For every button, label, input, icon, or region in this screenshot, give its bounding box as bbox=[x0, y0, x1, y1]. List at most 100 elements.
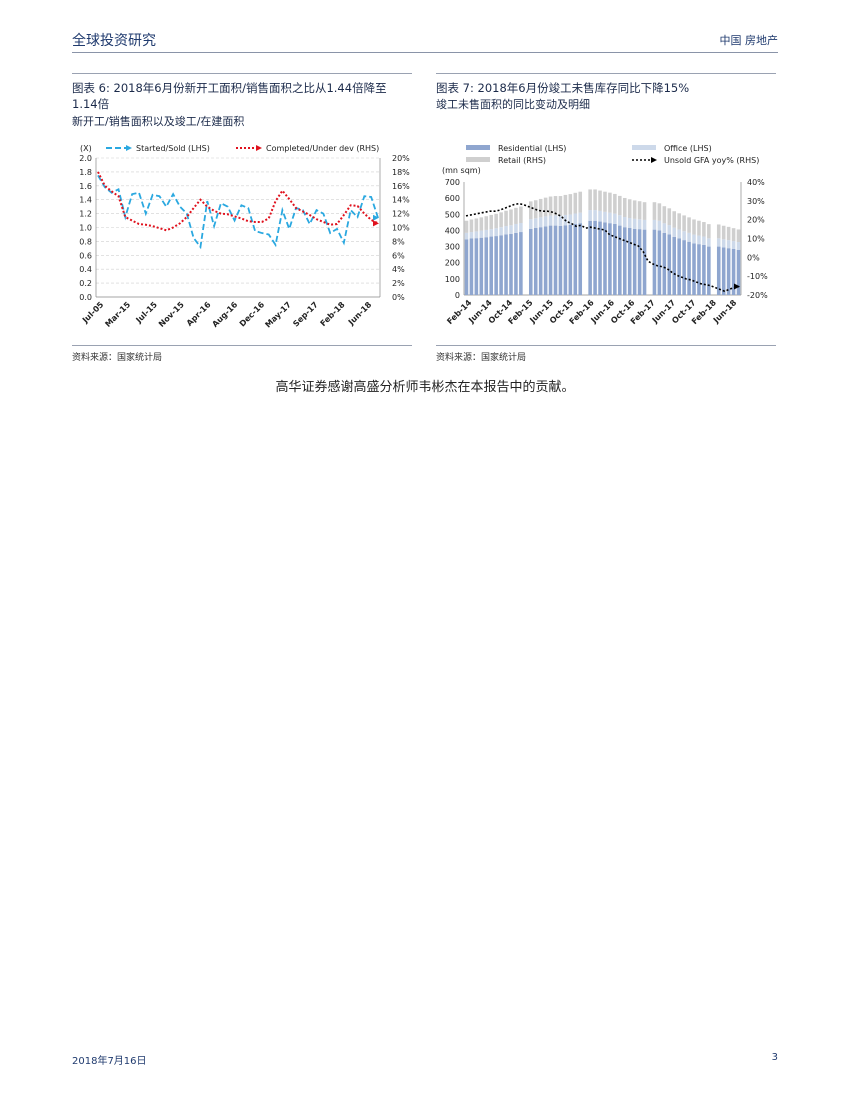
y-tick-label-left: 1.6 bbox=[79, 182, 92, 191]
office-bar bbox=[632, 218, 637, 229]
residential-bar bbox=[632, 228, 637, 295]
exhibit7-top-rule bbox=[436, 73, 776, 74]
residential-bar bbox=[494, 236, 498, 295]
residential-bar bbox=[702, 244, 706, 295]
office-bar bbox=[736, 242, 741, 250]
exhibit7-source: 资料来源：国家统计局 bbox=[436, 353, 527, 363]
residential-bar bbox=[474, 238, 479, 295]
residential-bar bbox=[627, 228, 632, 295]
left-axis-unit: (mn sqm) bbox=[442, 166, 481, 175]
y-tick-label-right: 10% bbox=[747, 235, 765, 244]
retail-bar bbox=[707, 224, 711, 239]
y-tick-label-left: 100 bbox=[445, 275, 460, 284]
retail-bar bbox=[677, 213, 681, 230]
residential-bar bbox=[543, 226, 548, 295]
y-tick-label-right: 6% bbox=[392, 251, 405, 260]
exhibit7-title: 图表 7: 2018年6月份竣工未售库存同比下降15% bbox=[436, 81, 690, 95]
retail-bar bbox=[568, 194, 573, 215]
office-bar bbox=[672, 227, 677, 237]
office-bar bbox=[608, 212, 612, 224]
retail-bar bbox=[613, 193, 617, 214]
residential-bar bbox=[563, 225, 568, 295]
office-bar bbox=[627, 217, 632, 229]
residential-bar bbox=[716, 246, 721, 295]
retail-bar bbox=[682, 215, 686, 232]
retail-bar bbox=[509, 209, 513, 226]
legend-marker bbox=[651, 157, 657, 163]
y-tick-label-left: 400 bbox=[445, 226, 460, 235]
residential-bar bbox=[499, 235, 503, 295]
retail-bar bbox=[632, 200, 637, 219]
residential-bar bbox=[697, 244, 701, 295]
residential-bar bbox=[588, 220, 592, 295]
office-bar bbox=[652, 219, 657, 230]
office-bar bbox=[533, 218, 538, 229]
y-tick-label-right: 14% bbox=[392, 196, 410, 205]
left-axis-unit: (X) bbox=[80, 144, 92, 153]
office-bar bbox=[538, 217, 543, 228]
y-tick-label-right: 8% bbox=[392, 237, 405, 246]
residential-bar bbox=[692, 243, 696, 295]
legend-marker bbox=[256, 145, 262, 151]
retail-bar bbox=[484, 216, 489, 230]
retail-bar bbox=[504, 210, 508, 227]
office-bar bbox=[504, 226, 508, 235]
page-number: 3 bbox=[771, 1052, 778, 1063]
office-bar bbox=[613, 213, 617, 224]
exhibit6-title: 图表 6: 2018年6月份新开工面积/销售面积之比从1.44倍降至1.14倍 bbox=[72, 81, 387, 111]
residential-bar bbox=[682, 240, 686, 295]
residential-bar bbox=[533, 228, 538, 295]
x-tick-label: Mar-15 bbox=[103, 300, 132, 329]
residential-bar bbox=[707, 246, 711, 295]
office-bar bbox=[499, 227, 503, 236]
office-bar bbox=[573, 213, 578, 224]
residential-bar bbox=[514, 232, 518, 295]
office-bar bbox=[593, 210, 597, 221]
y-tick-label-left: 1.4 bbox=[79, 196, 92, 205]
retail-bar bbox=[598, 190, 602, 211]
retail-bar bbox=[553, 196, 558, 216]
retail-bar bbox=[593, 189, 597, 211]
yoy-end-marker bbox=[734, 283, 740, 290]
x-tick-label: Feb-18 bbox=[319, 300, 347, 328]
retail-bar bbox=[464, 220, 469, 233]
residential-bar bbox=[652, 229, 657, 295]
office-bar bbox=[548, 215, 553, 226]
residential-bar bbox=[509, 233, 513, 295]
x-tick-label: Jun-18 bbox=[346, 300, 374, 328]
office-bar bbox=[558, 215, 563, 226]
retail-bar bbox=[622, 197, 627, 218]
office-bar bbox=[716, 238, 721, 247]
legend-label: Retail (RHS) bbox=[498, 156, 546, 165]
office-bar bbox=[509, 225, 513, 234]
residential-bar bbox=[736, 249, 741, 295]
acknowledgement-note: 高华证券感谢高盛分析师韦彬杰在本报告中的贡献。 bbox=[275, 380, 575, 395]
residential-bar bbox=[489, 236, 493, 295]
residential-bar bbox=[519, 232, 523, 295]
residential-bar bbox=[469, 238, 474, 295]
series-end-marker bbox=[373, 214, 379, 221]
x-tick-label: May-17 bbox=[263, 300, 293, 330]
exhibit6-source: 资料来源：国家统计局 bbox=[72, 353, 163, 363]
office-bar bbox=[622, 217, 627, 228]
y-tick-label-left: 500 bbox=[445, 210, 460, 219]
y-tick-label-left: 0.2 bbox=[79, 279, 92, 288]
office-bar bbox=[578, 212, 583, 224]
residential-bar bbox=[657, 230, 662, 295]
residential-bar bbox=[613, 223, 617, 295]
residential-bar bbox=[603, 222, 607, 295]
y-tick-label-right: 10% bbox=[392, 224, 410, 233]
residential-bar bbox=[637, 229, 642, 295]
retail-bar bbox=[608, 192, 612, 213]
retail-bar bbox=[721, 225, 726, 240]
office-bar bbox=[464, 232, 469, 240]
retail-bar bbox=[697, 220, 701, 236]
yoy-line bbox=[465, 202, 740, 293]
residential-bar bbox=[618, 225, 622, 295]
residential-bar bbox=[662, 232, 667, 295]
x-tick-label: Aug-16 bbox=[210, 300, 239, 329]
office-bar bbox=[657, 220, 662, 231]
office-bar bbox=[469, 232, 474, 239]
x-tick-label: Jul-05 bbox=[80, 300, 106, 326]
retail-bar bbox=[514, 207, 518, 224]
